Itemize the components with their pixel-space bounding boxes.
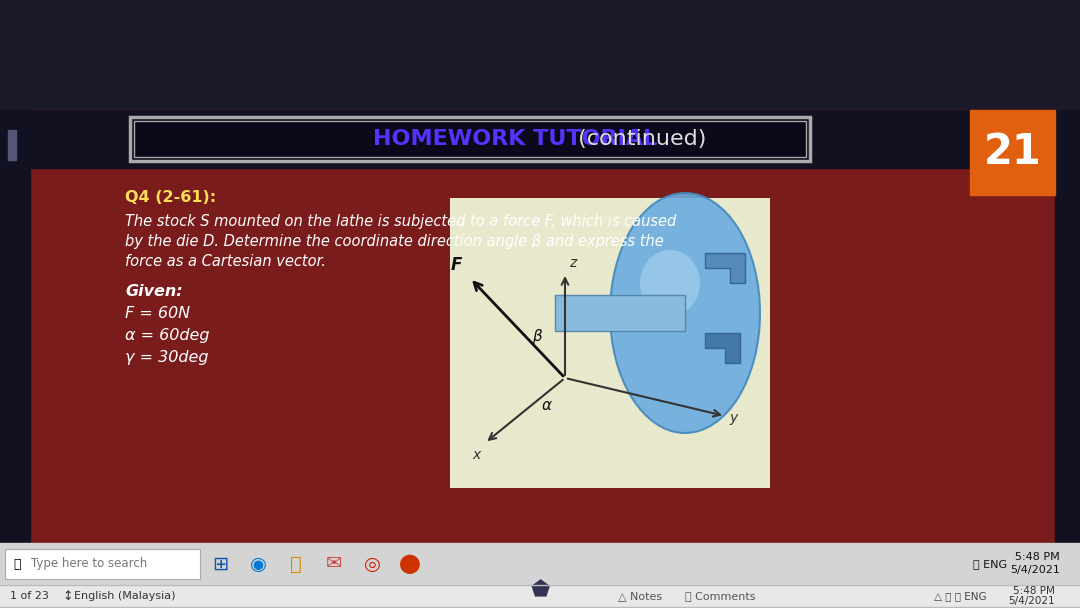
Text: α: α xyxy=(542,398,552,413)
Text: by the die D. Determine the coordinate direction angle β and express the: by the die D. Determine the coordinate d… xyxy=(125,234,664,249)
Bar xyxy=(30,110,1055,118)
Text: 5:48 PM: 5:48 PM xyxy=(1015,552,1059,562)
Bar xyxy=(1055,110,1080,543)
Text: Type here to search: Type here to search xyxy=(31,558,147,570)
Text: 21: 21 xyxy=(984,131,1041,173)
Text: HOMEWORK TUTORIAL: HOMEWORK TUTORIAL xyxy=(373,129,657,149)
Text: △ ⓜ 🔊 ENG: △ ⓜ 🔊 ENG xyxy=(934,591,986,601)
Polygon shape xyxy=(705,253,745,283)
Polygon shape xyxy=(705,333,740,363)
Bar xyxy=(0,110,30,543)
Text: 🗨 Comments: 🗨 Comments xyxy=(685,591,755,601)
Text: x: x xyxy=(473,448,481,462)
Text: Q4 (2-61):: Q4 (2-61): xyxy=(125,190,216,205)
Bar xyxy=(0,543,1080,585)
Text: ✉: ✉ xyxy=(326,554,342,573)
Ellipse shape xyxy=(640,250,700,316)
Text: γ = 30deg: γ = 30deg xyxy=(125,350,208,365)
Text: (continued): (continued) xyxy=(571,129,706,149)
Bar xyxy=(130,117,810,161)
Text: The stock S mounted on the lathe is subjected to a force F, which is caused: The stock S mounted on the lathe is subj… xyxy=(125,214,676,229)
Bar xyxy=(8,130,16,160)
Bar xyxy=(30,110,1055,543)
Bar xyxy=(0,585,1080,607)
Text: 🔊 ENG: 🔊 ENG xyxy=(973,559,1007,569)
Text: β: β xyxy=(532,328,542,344)
Text: ⬤: ⬤ xyxy=(400,554,421,574)
Ellipse shape xyxy=(610,193,760,433)
Text: F = 60N: F = 60N xyxy=(125,306,190,321)
Bar xyxy=(5,549,200,579)
Text: △ Notes: △ Notes xyxy=(618,591,662,601)
Polygon shape xyxy=(555,295,685,331)
Text: 1 of 23: 1 of 23 xyxy=(10,591,49,601)
Text: F: F xyxy=(450,256,462,274)
Text: 5/4/2021: 5/4/2021 xyxy=(1010,565,1059,575)
Bar xyxy=(450,198,770,488)
Text: z: z xyxy=(569,256,577,270)
Text: y: y xyxy=(729,411,738,425)
Text: 5:48 PM: 5:48 PM xyxy=(1013,586,1055,596)
Text: 5/4/2021: 5/4/2021 xyxy=(1009,596,1055,606)
Bar xyxy=(970,110,1055,195)
Text: English (Malaysia): English (Malaysia) xyxy=(75,591,175,601)
Text: ◎: ◎ xyxy=(364,554,380,573)
Text: 🔍: 🔍 xyxy=(13,558,21,570)
Text: force as a Cartesian vector.: force as a Cartesian vector. xyxy=(125,254,326,269)
Text: ↕: ↕ xyxy=(62,590,72,603)
Text: α = 60deg: α = 60deg xyxy=(125,328,210,343)
Bar xyxy=(134,121,806,157)
Bar xyxy=(0,110,21,543)
Text: ⬟: ⬟ xyxy=(530,580,550,600)
Bar xyxy=(0,607,1080,608)
Text: ⊞: ⊞ xyxy=(212,554,228,573)
Text: Given:: Given: xyxy=(125,284,183,299)
Text: ⬛: ⬛ xyxy=(291,554,302,573)
Text: ◉: ◉ xyxy=(249,554,267,573)
Bar xyxy=(30,110,1055,168)
